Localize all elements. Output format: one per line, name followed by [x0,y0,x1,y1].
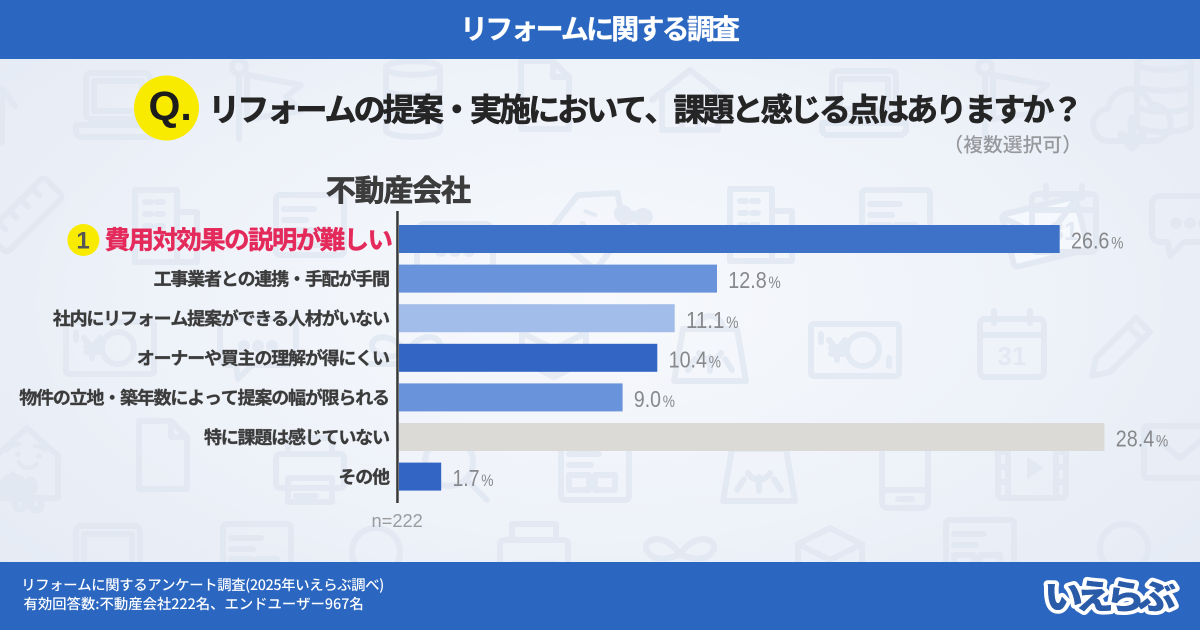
svg-text:%: % [1156,433,1168,451]
svg-text:11.1: 11.1 [686,307,724,333]
svg-text:1.7: 1.7 [453,465,480,491]
svg-text:%: % [481,472,493,490]
svg-text:1: 1 [76,228,89,255]
svg-text:n=222: n=222 [372,510,423,531]
svg-text:10.4: 10.4 [669,346,707,372]
svg-text:26.6: 26.6 [1071,228,1109,254]
svg-text:%: % [726,314,738,332]
svg-text:Q.: Q. [149,83,192,129]
svg-text:%: % [709,353,721,371]
svg-text:9.0: 9.0 [634,386,661,412]
svg-text:12.8: 12.8 [728,267,766,293]
svg-text:28.4: 28.4 [1116,426,1154,452]
svg-text:%: % [663,393,675,411]
svg-text:%: % [769,274,781,292]
svg-text:%: % [1111,235,1123,253]
